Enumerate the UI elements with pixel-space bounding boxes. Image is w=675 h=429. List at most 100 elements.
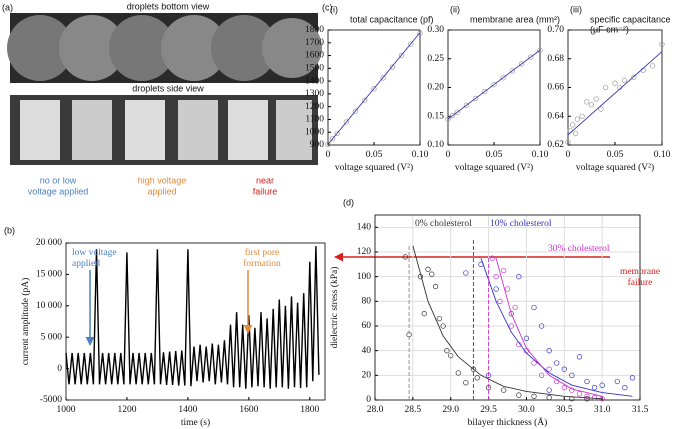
line: [567, 51, 663, 136]
marker: [598, 106, 604, 112]
marker: [621, 77, 628, 83]
y-tick-label: 1100: [305, 115, 324, 125]
x-tick-label: 1400: [178, 405, 197, 415]
marker: [584, 99, 590, 105]
x-tick-label: 1800: [300, 405, 319, 415]
marker: [463, 380, 469, 386]
y-tick-label: 1000: [305, 127, 324, 137]
marker: [432, 283, 439, 290]
marker: [537, 47, 543, 53]
marker: [500, 75, 506, 81]
marker: [602, 84, 609, 91]
marker: [448, 352, 454, 359]
marker: [504, 286, 511, 292]
marker: [622, 385, 628, 391]
marker: [425, 266, 431, 272]
marker: [584, 396, 590, 402]
marker: [612, 80, 618, 86]
marker: [631, 74, 637, 81]
y-tick-label: 120: [357, 247, 372, 257]
plot-frame: [567, 29, 663, 146]
x-tick-label: 0.10: [654, 150, 671, 160]
marker: [371, 86, 377, 92]
y-tick-label: 0.64: [547, 111, 564, 121]
marker: [561, 385, 567, 391]
marker: [538, 372, 545, 378]
chart-title: (μF cm⁻²): [590, 24, 629, 34]
marker: [538, 323, 545, 329]
marker: [572, 130, 579, 137]
marker: [516, 392, 522, 398]
marker: [516, 274, 522, 280]
y-tick-label: 60: [362, 321, 372, 331]
y-tick-label: 5 000: [41, 332, 63, 342]
x-tick-label: 30.0: [518, 405, 535, 415]
marker: [546, 348, 552, 354]
marker: [579, 113, 585, 119]
annotation: formation: [243, 258, 281, 269]
y-tick-label: -5000: [40, 395, 62, 405]
marker: [436, 315, 443, 322]
x-tick-label: 0: [326, 150, 331, 160]
marker: [574, 116, 581, 122]
line: [447, 49, 541, 120]
marker: [518, 61, 525, 67]
x-axis-label: time (s): [181, 417, 210, 428]
marker: [591, 394, 598, 401]
photos: [7, 13, 322, 165]
marker: [482, 88, 488, 95]
marker: [546, 387, 552, 393]
marker: [491, 81, 497, 88]
caption: applied: [147, 186, 176, 196]
marker: [493, 274, 499, 280]
marker: [463, 102, 470, 108]
y-tick-label: 0.62: [547, 140, 564, 150]
line: [65, 246, 320, 389]
panel-label: (i): [330, 4, 338, 14]
marker: [508, 323, 514, 329]
y-tick-label: 0.68: [547, 54, 564, 64]
marker: [389, 64, 396, 70]
marker: [325, 141, 331, 148]
marker: [531, 393, 537, 399]
x-tick-label: 31.5: [632, 405, 649, 415]
marker: [659, 41, 665, 48]
panel-label: (ii): [450, 4, 460, 14]
legend-label: 30% cholesterol: [548, 244, 610, 254]
marker: [444, 348, 450, 354]
y-tick-label: 900: [310, 140, 325, 150]
marker: [509, 68, 516, 74]
x-tick-label: 1000: [57, 405, 76, 415]
marker: [512, 304, 518, 311]
marker: [329, 135, 336, 142]
legend-label: 10% cholesterol: [490, 219, 552, 229]
marker: [429, 271, 435, 277]
caption: failure: [253, 186, 278, 196]
marker: [584, 393, 590, 399]
plot-frame: [327, 29, 421, 146]
line: [495, 258, 603, 397]
marker: [489, 255, 496, 261]
chart-title: total capacitance (pf): [350, 14, 434, 24]
marker: [531, 360, 537, 366]
x-axis-label: bilayer thickness (Å): [468, 416, 548, 428]
x-tick-label: 0.10: [532, 150, 549, 160]
marker: [588, 102, 595, 108]
marker: [584, 378, 590, 385]
marker: [362, 97, 368, 103]
marker: [531, 304, 537, 311]
x-axis-label: voltage squared (V²): [576, 162, 654, 173]
marker: [508, 311, 514, 317]
marker: [570, 122, 576, 128]
annotation: first pore: [245, 247, 280, 258]
x-tick-label: 31.0: [594, 405, 611, 415]
y-tick-label: 0.15: [427, 111, 444, 121]
x-tick-label: 1600: [239, 405, 258, 415]
y-tick-label: 40: [362, 346, 372, 356]
plot-frame: [65, 242, 326, 401]
y-tick-label: 140: [357, 223, 372, 233]
y-tick-label: 1300: [305, 89, 324, 99]
marker: [501, 267, 507, 274]
y-tick-label: 20 000: [36, 238, 62, 248]
